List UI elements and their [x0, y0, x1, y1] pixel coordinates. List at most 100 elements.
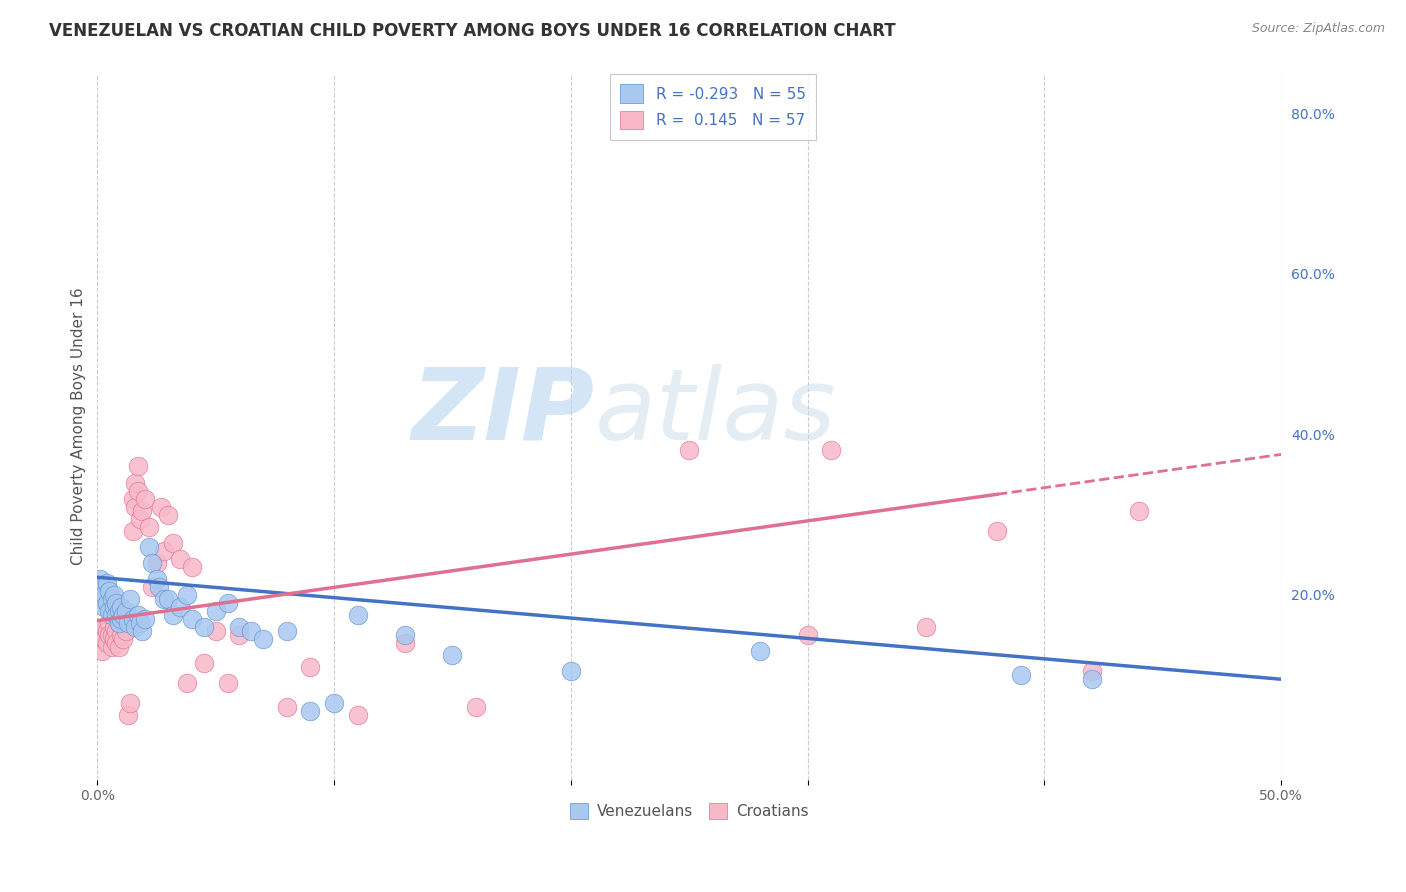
- Point: [96, 575, 118, 590]
- Point: [1080, 664, 1102, 678]
- Point: [138, 540, 160, 554]
- Point: [117, 615, 139, 630]
- Point: [346, 607, 368, 622]
- Point: [89, 572, 111, 586]
- Point: [276, 624, 298, 638]
- Point: [152, 591, 174, 606]
- Point: [134, 491, 156, 506]
- Point: [157, 508, 180, 522]
- Point: [217, 676, 239, 690]
- Point: [103, 620, 125, 634]
- Point: [91, 580, 114, 594]
- Point: [150, 500, 173, 514]
- Point: [915, 620, 938, 634]
- Point: [120, 696, 142, 710]
- Point: [394, 636, 416, 650]
- Point: [252, 632, 274, 646]
- Text: Source: ZipAtlas.com: Source: ZipAtlas.com: [1251, 22, 1385, 36]
- Point: [105, 596, 128, 610]
- Text: ZIP: ZIP: [412, 364, 595, 460]
- Point: [110, 599, 132, 614]
- Point: [129, 511, 152, 525]
- Point: [129, 615, 152, 630]
- Point: [157, 591, 180, 606]
- Point: [100, 628, 122, 642]
- Point: [121, 524, 143, 538]
- Point: [93, 599, 115, 614]
- Point: [110, 612, 132, 626]
- Point: [100, 607, 122, 622]
- Point: [121, 491, 143, 506]
- Text: atlas: atlas: [595, 364, 837, 460]
- Point: [107, 604, 129, 618]
- Point: [1080, 672, 1102, 686]
- Point: [112, 632, 135, 646]
- Point: [105, 624, 128, 638]
- Point: [465, 700, 488, 714]
- Point: [1010, 668, 1032, 682]
- Point: [193, 656, 215, 670]
- Point: [98, 628, 121, 642]
- Point: [121, 612, 143, 626]
- Point: [441, 648, 464, 662]
- Point: [560, 664, 582, 678]
- Point: [240, 624, 263, 638]
- Point: [124, 475, 146, 490]
- Point: [98, 604, 121, 618]
- Point: [91, 632, 114, 646]
- Point: [228, 620, 250, 634]
- Point: [98, 615, 121, 630]
- Point: [96, 596, 118, 610]
- Text: VENEZUELAN VS CROATIAN CHILD POVERTY AMONG BOYS UNDER 16 CORRELATION CHART: VENEZUELAN VS CROATIAN CHILD POVERTY AMO…: [49, 22, 896, 40]
- Point: [124, 500, 146, 514]
- Point: [114, 604, 136, 618]
- Point: [176, 676, 198, 690]
- Point: [103, 588, 125, 602]
- Point: [181, 612, 204, 626]
- Point: [148, 580, 170, 594]
- Point: [100, 640, 122, 654]
- Point: [162, 535, 184, 549]
- Point: [204, 604, 226, 618]
- Point: [124, 620, 146, 634]
- Point: [394, 628, 416, 642]
- Legend: Venezuelans, Croatians: Venezuelans, Croatians: [564, 797, 815, 825]
- Point: [96, 624, 118, 638]
- Point: [678, 443, 700, 458]
- Point: [134, 612, 156, 626]
- Point: [169, 551, 191, 566]
- Point: [299, 704, 322, 718]
- Point: [96, 636, 118, 650]
- Point: [110, 628, 132, 642]
- Point: [204, 624, 226, 638]
- Point: [117, 708, 139, 723]
- Point: [145, 572, 167, 586]
- Point: [127, 607, 149, 622]
- Point: [323, 696, 346, 710]
- Point: [346, 708, 368, 723]
- Point: [127, 459, 149, 474]
- Point: [1128, 503, 1150, 517]
- Y-axis label: Child Poverty Among Boys Under 16: Child Poverty Among Boys Under 16: [72, 287, 86, 566]
- Point: [228, 628, 250, 642]
- Point: [169, 599, 191, 614]
- Point: [89, 624, 111, 638]
- Point: [105, 607, 128, 622]
- Point: [145, 556, 167, 570]
- Point: [749, 644, 772, 658]
- Point: [796, 628, 818, 642]
- Point: [98, 583, 121, 598]
- Point: [181, 559, 204, 574]
- Point: [107, 640, 129, 654]
- Point: [105, 636, 128, 650]
- Point: [193, 620, 215, 634]
- Point: [820, 443, 842, 458]
- Point: [114, 624, 136, 638]
- Point: [93, 620, 115, 634]
- Point: [107, 615, 129, 630]
- Point: [91, 644, 114, 658]
- Point: [100, 591, 122, 606]
- Point: [112, 607, 135, 622]
- Point: [299, 660, 322, 674]
- Point: [138, 519, 160, 533]
